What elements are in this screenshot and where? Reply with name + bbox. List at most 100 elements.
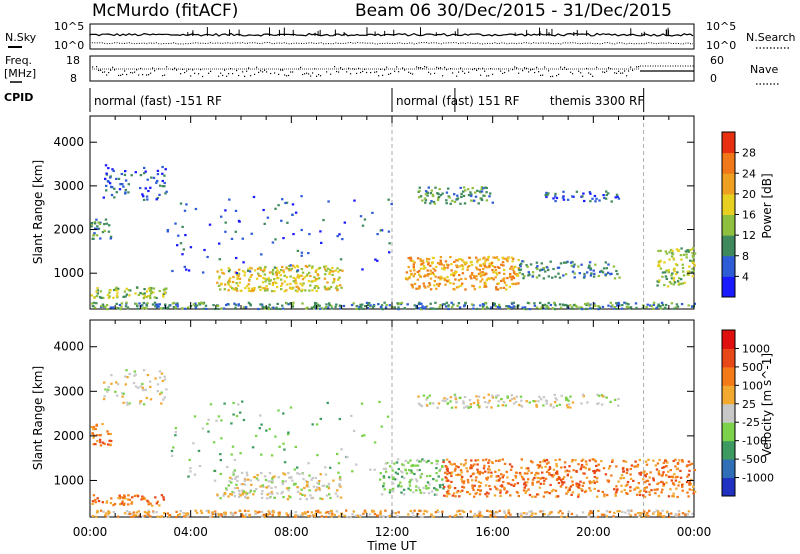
range-gate-cell <box>470 467 473 470</box>
range-gate-cell <box>520 515 523 518</box>
range-gate-cell <box>105 184 108 187</box>
range-gate-cell <box>436 489 439 492</box>
range-gate-cell <box>301 512 304 515</box>
range-gate-cell <box>685 480 689 484</box>
range-gate-cell <box>127 289 130 292</box>
range-gate-cell <box>665 465 668 468</box>
range-gate-cell <box>208 223 212 226</box>
range-gate-cell <box>426 481 430 484</box>
range-gate-cell <box>450 480 453 483</box>
range-gate-cell <box>455 286 459 289</box>
range-gate-cell <box>185 514 188 517</box>
range-gate-cell <box>515 471 518 474</box>
range-gate-cell <box>327 482 331 485</box>
range-gate-cell <box>359 515 362 518</box>
range-gate-cell <box>584 302 587 306</box>
range-gate-cell <box>259 414 262 417</box>
range-gate-cell <box>308 474 311 477</box>
range-gate-cell <box>478 268 481 271</box>
nave-point <box>142 74 144 76</box>
range-gate-cell <box>478 190 482 193</box>
range-gate-cell <box>569 261 573 264</box>
range-gate-cell <box>601 305 605 308</box>
range-gate-cell <box>444 260 448 263</box>
range-gate-cell <box>589 268 592 271</box>
range-gate-cell <box>661 275 664 278</box>
range-gate-cell <box>537 400 540 403</box>
range-gate-cell <box>512 267 515 270</box>
range-gate-cell <box>437 192 440 195</box>
range-gate-cell <box>146 374 150 377</box>
range-gate-cell <box>90 221 94 225</box>
range-gate-cell <box>426 396 429 399</box>
range-gate-cell <box>551 475 554 478</box>
nave-point <box>210 70 212 73</box>
range-gate-cell <box>657 264 660 268</box>
range-gate-cell <box>424 484 428 488</box>
range-gate-cell <box>294 514 297 517</box>
nave-point <box>572 73 574 75</box>
range-gate-cell <box>239 452 242 455</box>
range-gate-cell <box>498 509 501 512</box>
nave-point <box>570 71 572 73</box>
range-gate-cell <box>588 480 591 483</box>
range-gate-cell <box>419 476 422 479</box>
range-gate-cell <box>139 291 142 295</box>
range-gate-cell <box>473 484 476 487</box>
range-gate-cell <box>289 275 292 278</box>
range-gate-cell <box>211 511 214 514</box>
range-gate-cell <box>505 514 508 517</box>
range-gate-cell <box>289 496 292 499</box>
range-gate-cell <box>665 474 668 477</box>
nave-point <box>132 72 134 74</box>
range-gate-cell <box>495 459 498 462</box>
range-gate-cell <box>243 483 247 486</box>
range-gate-cell <box>161 172 164 175</box>
range-gate-cell <box>520 475 524 478</box>
range-gate-cell <box>409 509 412 513</box>
range-gate-cell <box>515 491 519 494</box>
range-gate-cell <box>223 511 226 514</box>
range-gate-cell <box>241 270 245 273</box>
nave-point <box>410 72 412 74</box>
range-gate-cell <box>461 480 464 483</box>
range-gate-cell <box>359 514 362 517</box>
range-gate-cell <box>107 510 110 513</box>
range-gate-cell <box>424 199 428 202</box>
range-gate-cell <box>645 490 648 493</box>
range-gate-cell <box>496 288 500 291</box>
range-gate-cell <box>325 494 329 497</box>
range-gate-cell <box>125 287 128 290</box>
range-gate-cell <box>443 266 447 269</box>
range-gate-cell <box>439 486 442 489</box>
range-gate-cell <box>650 305 654 308</box>
range-gate-cell <box>462 261 466 264</box>
range-gate-cell <box>677 510 681 513</box>
range-gate-cell <box>156 515 159 518</box>
range-gate-cell <box>561 483 564 486</box>
range-gate-cell <box>553 301 556 304</box>
range-gate-cell <box>220 307 223 310</box>
range-gate-cell <box>688 469 691 472</box>
range-gate-cell <box>229 493 232 496</box>
range-gate-cell <box>247 509 250 513</box>
range-gate-cell <box>484 285 488 288</box>
range-gate-cell <box>518 271 521 274</box>
range-gate-cell <box>521 306 524 309</box>
range-gate-cell <box>465 261 468 264</box>
nave-point <box>136 69 138 71</box>
range-gate-cell <box>107 432 110 435</box>
nave-point <box>222 74 224 77</box>
range-gate-cell <box>100 296 103 299</box>
nave-point <box>632 69 634 71</box>
range-gate-cell <box>488 266 491 269</box>
range-gate-cell <box>129 289 132 292</box>
range-gate-cell <box>310 266 314 270</box>
range-gate-cell <box>338 233 341 236</box>
range-gate-cell <box>563 466 567 469</box>
range-gate-cell <box>525 400 528 403</box>
range-gate-cell <box>671 495 674 498</box>
range-gate-cell <box>174 427 178 430</box>
range-gate-cell <box>407 265 410 269</box>
range-gate-cell <box>479 275 483 278</box>
